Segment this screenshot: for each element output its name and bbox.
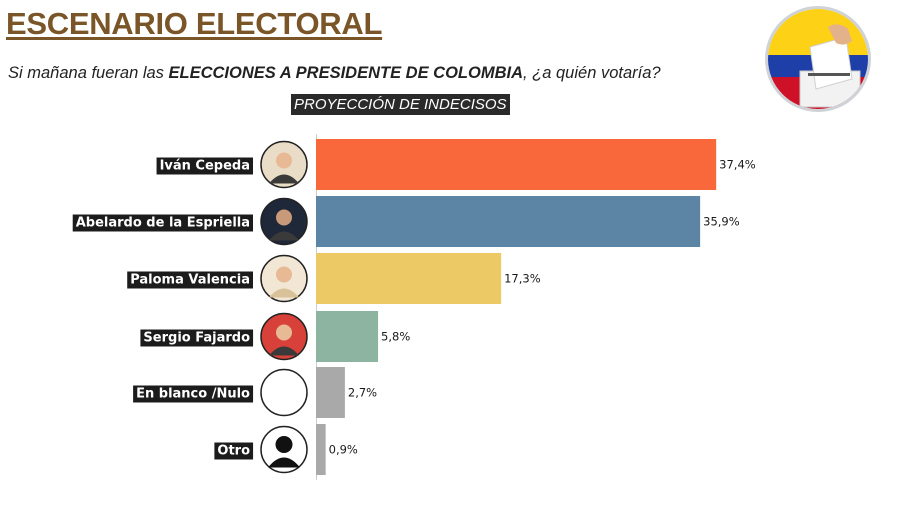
data-label: 17,3% [504,272,541,286]
bar [316,311,379,362]
person-avatar-icon [260,312,308,361]
category-label: Otro [217,444,250,459]
category-label-background [133,385,254,403]
data-label: 0,9% [329,443,358,457]
category-label: En blanco /Nulo [136,387,250,402]
bar [316,253,502,304]
data-label: 35,9% [703,215,740,229]
bar [316,139,717,190]
category-label: Paloma Valencia [130,273,250,288]
category-label: Sergio Fajardo [143,331,250,346]
colombia-flag-ballot-icon [765,6,871,112]
person-avatar-icon [260,254,308,303]
survey-question: Si mañana fueran las ELECCIONES A PRESID… [8,64,661,83]
chart-title: PROYECCIÓN DE INDECISOS [291,94,510,115]
category-label: Iván Cepeda [160,159,250,174]
category-label-background [214,442,254,460]
category-label-background [72,214,253,232]
category-label-background [127,271,253,289]
person-avatar-icon [260,140,308,189]
page-title: ESCENARIO ELECTORAL [6,6,383,41]
data-label: 2,7% [348,386,377,400]
blank-circle-icon [260,368,308,417]
category-label-background [156,157,253,175]
bar [316,196,701,247]
category-label-background [140,329,254,347]
category-label: Abelardo de la Espriella [76,216,250,231]
silhouette-icon [260,425,308,474]
subtitle-prefix: Si mañana fueran las [8,64,169,82]
person-avatar-icon [260,197,308,246]
subtitle-suffix: , ¿a quién votaría? [523,64,661,82]
subtitle-bold: ELECCIONES A PRESIDENTE DE COLOMBIA [168,64,523,82]
bar [316,367,345,418]
bar [316,424,326,475]
data-label: 37,4% [719,158,756,172]
data-label: 5,8% [381,330,410,344]
